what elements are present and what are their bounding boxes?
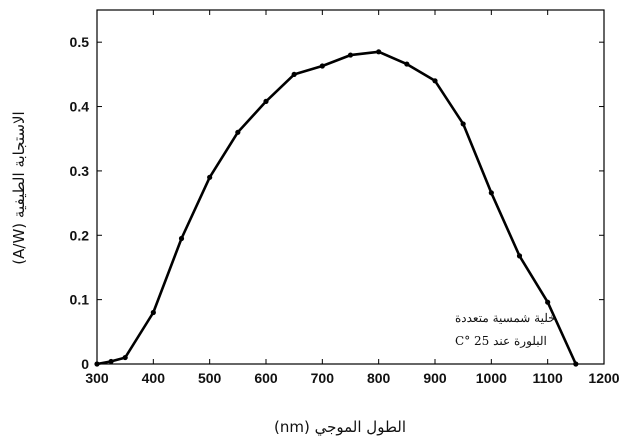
x-tick-label: 1000 <box>476 370 507 386</box>
data-point <box>235 129 241 135</box>
y-tick-label: 0.4 <box>70 99 90 115</box>
x-tick-label: 400 <box>142 370 166 386</box>
y-axis-label: الاستجابة الطيفية (A/W) <box>10 111 28 264</box>
data-point <box>573 361 579 367</box>
data-point <box>319 63 325 69</box>
x-tick-label: 700 <box>311 370 335 386</box>
y-axis: 0 0.1 0.2 0.3 0.4 0.5 <box>70 34 604 372</box>
data-point <box>122 354 128 361</box>
data-point <box>291 71 297 77</box>
data-point <box>263 98 269 104</box>
data-point <box>178 235 185 242</box>
x-tick-label: 1100 <box>532 370 563 386</box>
x-tick-label: 600 <box>254 370 278 386</box>
x-axis-label: الطول الموجي (nm) <box>274 418 406 437</box>
x-tick-label: 300 <box>85 370 109 386</box>
data-point <box>516 253 523 259</box>
y-tick-label: 0.1 <box>70 292 90 308</box>
data-point <box>376 49 382 55</box>
data-point <box>108 358 114 365</box>
y-tick-label: 0.2 <box>70 227 90 243</box>
data-point <box>94 361 100 367</box>
x-tick-label: 800 <box>367 370 391 386</box>
annotation-line-1: خلية شمسية متعددة <box>455 311 556 325</box>
data-point <box>404 61 410 67</box>
y-tick-label: 0.3 <box>70 163 90 179</box>
annotation-line-2: البلورة عند 25 °C <box>455 334 547 348</box>
data-point <box>207 174 213 180</box>
data-point <box>545 299 551 305</box>
data-point <box>432 78 438 84</box>
data-point <box>347 52 354 58</box>
series-group <box>94 49 579 367</box>
x-axis: 300 400 500 600 700 800 900 1000 1100 1200 <box>85 10 620 386</box>
x-tick-label: 500 <box>198 370 222 386</box>
data-point <box>150 309 156 316</box>
plot-frame <box>96 9 605 365</box>
data-point <box>460 121 466 127</box>
data-point <box>488 190 494 196</box>
x-tick-label: 900 <box>423 370 447 386</box>
y-tick-label: 0.5 <box>70 34 90 50</box>
x-tick-label: 1200 <box>588 370 619 386</box>
y-tick-label: 0 <box>81 356 89 372</box>
